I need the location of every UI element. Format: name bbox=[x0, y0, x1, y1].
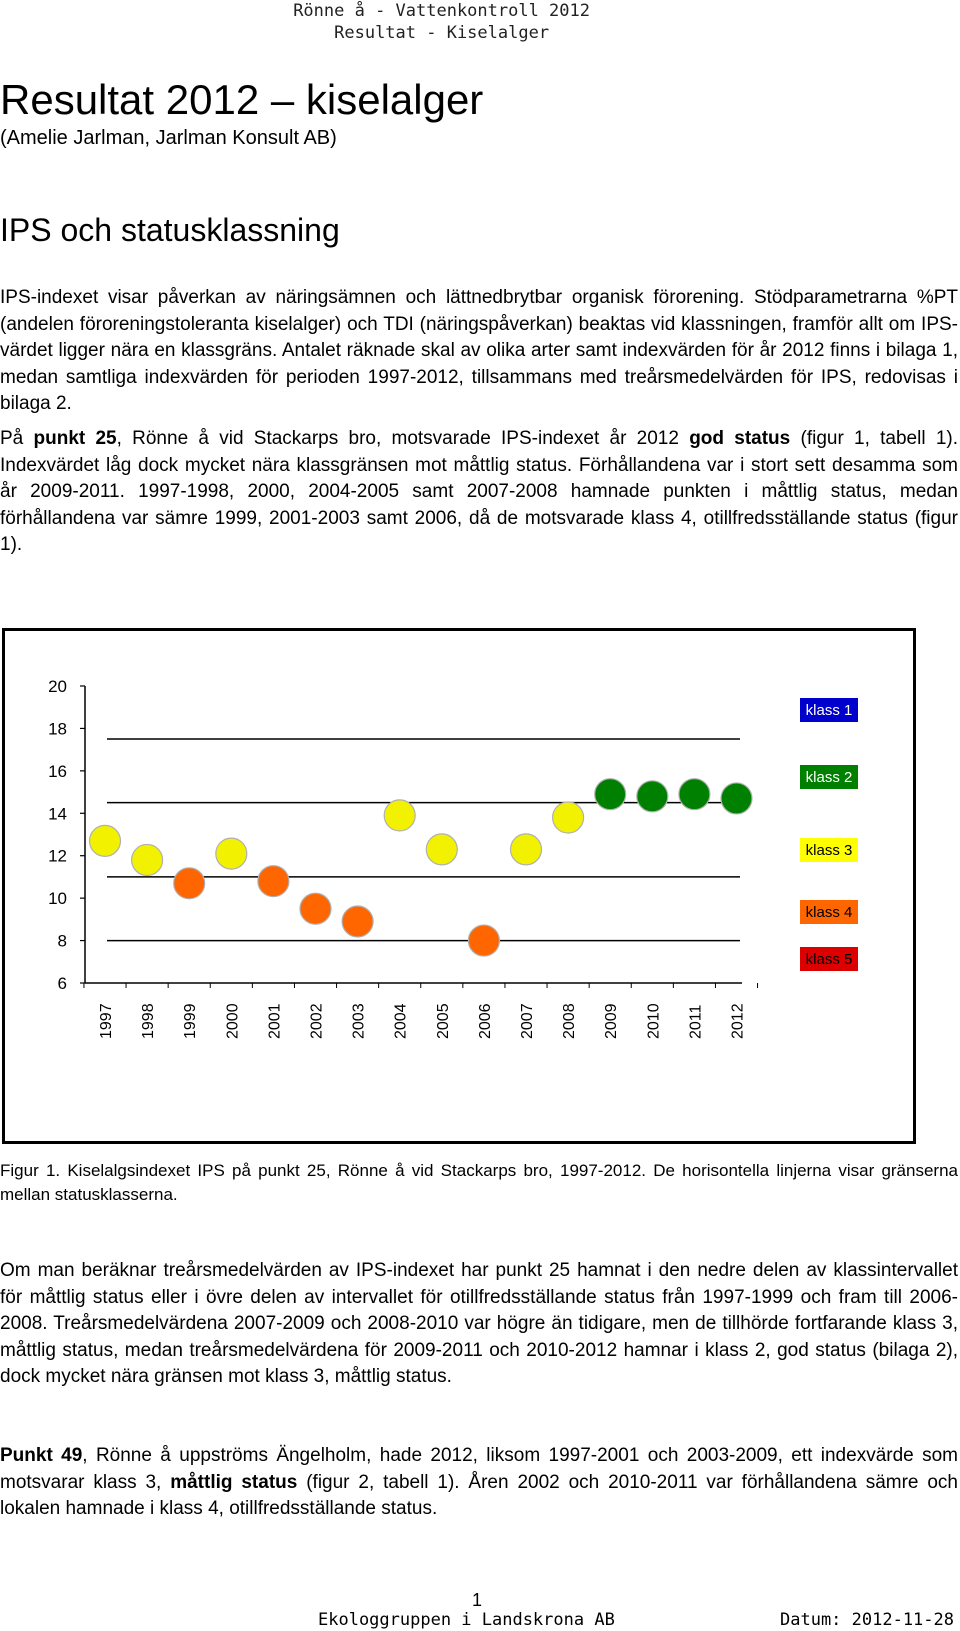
x-tick-label: 1998 bbox=[140, 1003, 157, 1039]
data-point bbox=[131, 843, 164, 877]
paragraph-ips-intro: IPS-indexet visar påverkan av näringsämn… bbox=[0, 287, 958, 415]
x-tick-label: 2010 bbox=[645, 1003, 662, 1039]
data-point bbox=[425, 833, 458, 866]
data-point bbox=[299, 892, 332, 925]
x-tick-label: 2004 bbox=[393, 1003, 410, 1039]
x-tick-label: 1997 bbox=[98, 1003, 115, 1039]
data-point bbox=[594, 778, 627, 811]
bold-run: måttlig status bbox=[170, 1471, 298, 1493]
figure-1-frame: 6 8 10 12 14 16 18 20 1997 1998 1999 2000 2001 2002 20… bbox=[2, 628, 916, 1144]
data-point bbox=[341, 905, 374, 938]
legend-swatch bbox=[800, 947, 858, 971]
x-tick-label: 2008 bbox=[561, 1003, 578, 1039]
data-point bbox=[467, 924, 500, 957]
paragraph-punkt-25: På punkt 25, Rönne å vid Stackarps bro, … bbox=[0, 426, 958, 559]
y-tick-label: 6 bbox=[58, 974, 67, 993]
figure-1-caption: Figur 1. Kiselalgsindexet IPS på punkt 2… bbox=[0, 1161, 958, 1204]
x-tick-label: 2006 bbox=[477, 1003, 494, 1039]
paragraph-three-year-means: Om man beräknar treårsmedelvärden av IPS… bbox=[0, 1260, 958, 1388]
bold-run: god status bbox=[689, 428, 791, 449]
x-tick-label: 2009 bbox=[603, 1003, 620, 1039]
legend-label: klass 3 bbox=[806, 842, 853, 859]
legend-label: klass 4 bbox=[806, 904, 853, 921]
text-run: (figur 1, tabell 1). Indexvärdet låg doc… bbox=[0, 428, 958, 556]
x-tick-label: 2002 bbox=[309, 1003, 326, 1039]
x-tick-label: 2001 bbox=[266, 1003, 283, 1039]
y-tick-label: 14 bbox=[48, 804, 67, 823]
x-tick-label: 2012 bbox=[730, 1003, 747, 1039]
legend-swatch bbox=[800, 698, 858, 722]
page-number: 1 bbox=[472, 1590, 483, 1610]
y-tick-label: 10 bbox=[48, 889, 67, 908]
page-header: Rönne å - Vattenkontroll 2012 Resultat -… bbox=[293, 0, 590, 44]
x-tick-label: 2007 bbox=[519, 1003, 536, 1039]
data-point bbox=[88, 824, 122, 857]
legend-label: klass 5 bbox=[806, 951, 853, 968]
bold-run: Punkt 49 bbox=[0, 1445, 83, 1466]
header-line-1: Rönne å - Vattenkontroll 2012 bbox=[293, 1, 590, 21]
legend-label: klass 2 bbox=[806, 769, 853, 786]
text-run: (figur 2, tabell 1). Åren 2002 och 2010-… bbox=[0, 1471, 958, 1520]
x-tick-label: 2003 bbox=[351, 1003, 368, 1039]
y-tick-label: 12 bbox=[48, 847, 67, 866]
data-point bbox=[215, 837, 248, 870]
x-tick-label: 2000 bbox=[224, 1003, 241, 1039]
data-point bbox=[720, 782, 753, 815]
bold-run: punkt 25 bbox=[33, 428, 117, 449]
legend-swatch bbox=[800, 765, 858, 789]
data-point bbox=[509, 833, 543, 866]
page-title: Resultat 2012 – kiselalger bbox=[0, 76, 484, 123]
text-run: , Rönne å uppströms Ängelholm, hade 2012… bbox=[0, 1445, 958, 1493]
y-tick-label: 8 bbox=[58, 932, 67, 951]
author-line: (Amelie Jarlman, Jarlman Konsult AB) bbox=[0, 127, 337, 149]
legend-swatch bbox=[800, 838, 858, 862]
x-tick-label: 2005 bbox=[435, 1003, 452, 1039]
text-run: , Rönne å vid Stackarps bro, motsvarade … bbox=[116, 428, 690, 449]
data-point bbox=[173, 867, 206, 900]
data-point bbox=[551, 801, 585, 834]
ips-chart: 6 8 10 12 14 16 18 20 1997 1998 1999 2000 2001 2002 20… bbox=[48, 677, 858, 1039]
legend-swatch bbox=[800, 900, 858, 924]
header-line-2: Resultat - Kiselalger bbox=[334, 23, 550, 43]
data-point bbox=[257, 865, 290, 898]
x-tick-label: 2011 bbox=[687, 1004, 704, 1039]
x-tick-label: 1999 bbox=[182, 1003, 199, 1039]
data-point bbox=[636, 780, 669, 813]
footer-organization: Ekologgruppen i Landskrona AB bbox=[318, 1610, 615, 1630]
y-tick-label: 18 bbox=[48, 719, 67, 738]
data-point bbox=[678, 778, 711, 811]
text-run: På bbox=[0, 428, 34, 449]
section-heading: IPS och statusklassning bbox=[0, 212, 340, 248]
paragraph-punkt-49: Punkt 49, Rönne å uppströms Ängelholm, h… bbox=[0, 1443, 958, 1523]
footer-date: Datum: 2012-11-28 bbox=[780, 1610, 954, 1630]
y-tick-label: 20 bbox=[48, 677, 67, 696]
legend-label: klass 1 bbox=[806, 702, 853, 719]
y-tick-label: 16 bbox=[48, 762, 67, 781]
data-point bbox=[383, 799, 416, 832]
